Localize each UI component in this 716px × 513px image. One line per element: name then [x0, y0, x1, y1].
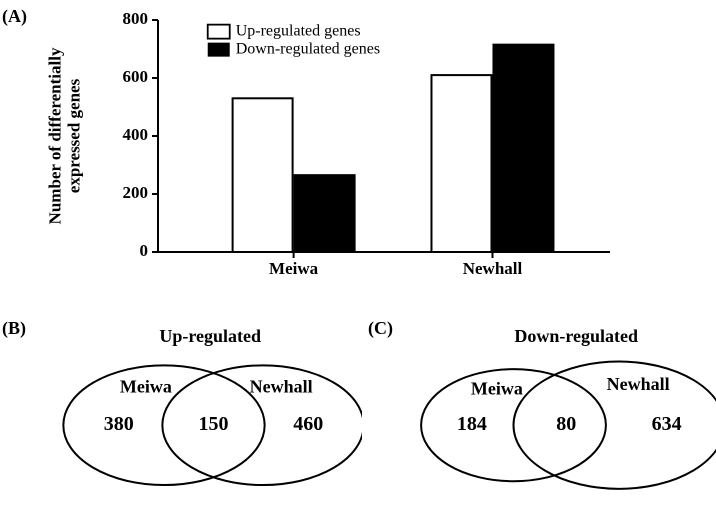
venn-label-a: Meiwa [120, 376, 172, 396]
venn-value-only-b: 460 [293, 413, 323, 435]
venn-value-only-b: 634 [652, 413, 682, 435]
venn-label-a: Meiwa [471, 378, 523, 398]
venn-value-both: 80 [556, 413, 576, 435]
venn-title: Down-regulated [514, 326, 638, 346]
venn-value-only-a: 184 [457, 413, 487, 435]
y-tick-label: 600 [123, 67, 149, 86]
bar [295, 175, 355, 252]
y-tick-label: 0 [140, 241, 149, 260]
panel-a-label: (A) [2, 6, 27, 27]
legend-swatch [208, 43, 230, 57]
y-axis-label: Number of differentiallyexpressed genes [46, 47, 84, 224]
svg-text:expressed genes: expressed genes [64, 78, 83, 193]
panel-c-label: (C) [368, 318, 393, 339]
panel-c-venn: Down-regulated Meiwa Newhall 184 80 634 [398, 315, 716, 505]
venn-value-both: 150 [199, 413, 229, 435]
x-category-label: Newhall [463, 259, 523, 278]
venn-label-b: Newhall [607, 374, 670, 394]
x-category-label: Meiwa [269, 259, 319, 278]
venn-label-b: Newhall [250, 376, 313, 396]
legend-swatch [208, 25, 230, 39]
svg-text:Number of differentially: Number of differentially [46, 47, 65, 224]
bar [233, 98, 293, 252]
y-tick-label: 800 [123, 9, 149, 28]
y-tick-label: 200 [123, 183, 149, 202]
y-tick-label: 400 [123, 125, 149, 144]
legend-label: Down-regulated genes [236, 40, 380, 57]
panel-a-chart: 0 200 400 600 800 Number of differentiallyexp… [40, 8, 660, 288]
figure-root: (A) (B) (C) 0 200 400 600 800 Number of diffe… [0, 0, 716, 513]
venn-title: Up-regulated [159, 326, 261, 346]
legend-label: Up-regulated genes [236, 22, 361, 39]
panel-b-label: (B) [2, 318, 26, 339]
venn-value-only-a: 380 [104, 413, 134, 435]
panel-b-venn: Up-regulated Meiwa Newhall 380 150 460 [32, 315, 362, 505]
bar [493, 45, 553, 252]
bar [431, 75, 491, 252]
